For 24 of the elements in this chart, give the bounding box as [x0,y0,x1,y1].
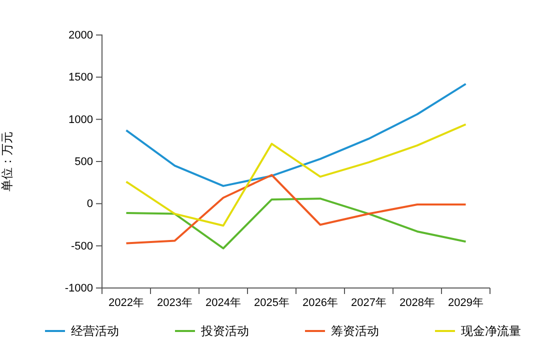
legend-label: 经营活动 [71,324,119,338]
x-tick-label: 2025年 [254,296,290,309]
legend-label: 投资活动 [200,324,249,338]
x-tick-label: 2029年 [448,296,484,309]
y-tick-label: 2000 [68,30,93,42]
y-axis-title: 单位：万元 [0,132,14,192]
x-tick-label: 2024年 [206,296,241,309]
x-tick-label: 2026年 [302,296,338,309]
line-series [125,198,467,250]
legend-label: 现金净流量 [461,324,521,338]
legend-label: 筹资活动 [331,324,379,338]
y-tick-label: -1000 [64,282,93,295]
y-tick-label: -500 [70,240,93,252]
y-tick-label: 1500 [68,72,93,84]
y-tick-label: 500 [74,156,93,168]
line-series [125,123,467,227]
x-tick-label: 2023年 [157,296,192,309]
line-series [125,174,467,244]
x-tick-label: 2028年 [400,296,435,309]
y-tick-label: 0 [86,198,93,210]
x-tick-label: 2022年 [108,296,144,309]
line-series [125,82,467,187]
y-tick-label: 1000 [68,114,93,126]
x-tick-label: 2027年 [351,296,386,309]
